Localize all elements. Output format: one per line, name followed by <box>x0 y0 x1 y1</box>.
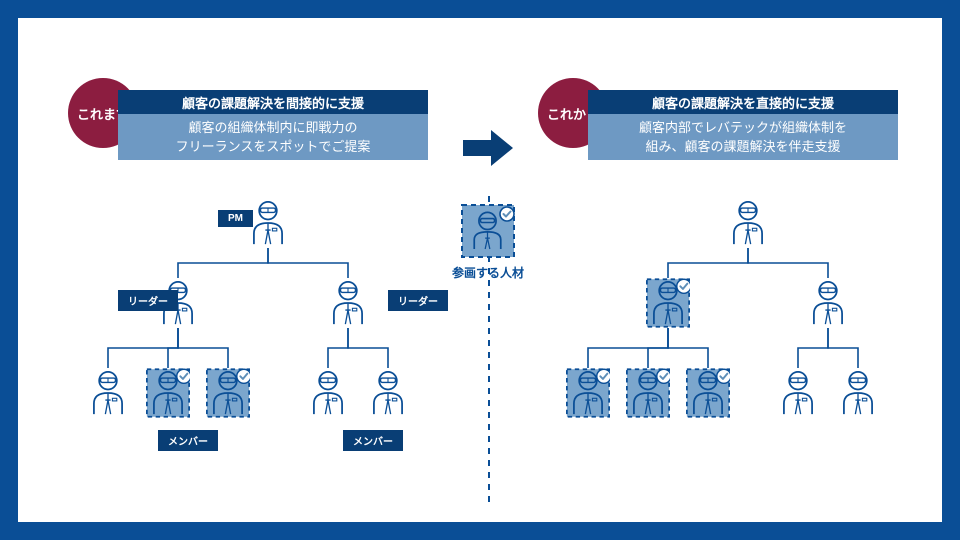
member-node-2 <box>686 368 730 423</box>
member-node-3 <box>306 368 350 423</box>
leader-node-1 <box>806 278 850 333</box>
pm-node <box>726 198 770 253</box>
member-node-1 <box>626 368 670 423</box>
diagram-panel: これまで 顧客の課題解決を間接的に支援 顧客の組織体制内に即戦力の フリーランス… <box>18 18 942 522</box>
left-tree: PM リーダー リーダーメンバー メンバー <box>58 198 458 458</box>
leader-node-0 <box>646 278 690 333</box>
member-node-1 <box>146 368 190 423</box>
leader-node-1 <box>326 278 370 333</box>
member-node-4 <box>366 368 410 423</box>
legend-label-text: 参画する人材 <box>452 266 524 280</box>
member-node-0 <box>86 368 130 423</box>
leader-label-1: リーダー <box>388 290 448 311</box>
member-label-0: メンバー <box>158 430 218 451</box>
member-node-4 <box>836 368 880 423</box>
leader-label-0: リーダー <box>118 290 178 311</box>
member-label-1: メンバー <box>343 430 403 451</box>
right-tree <box>548 198 928 458</box>
pm-label: PM <box>218 210 253 227</box>
member-node-0 <box>566 368 610 423</box>
member-node-2 <box>206 368 250 423</box>
member-node-3 <box>776 368 820 423</box>
legend-box <box>461 204 515 258</box>
outer-frame: これまで 顧客の課題解決を間接的に支援 顧客の組織体制内に即戦力の フリーランス… <box>0 0 960 540</box>
